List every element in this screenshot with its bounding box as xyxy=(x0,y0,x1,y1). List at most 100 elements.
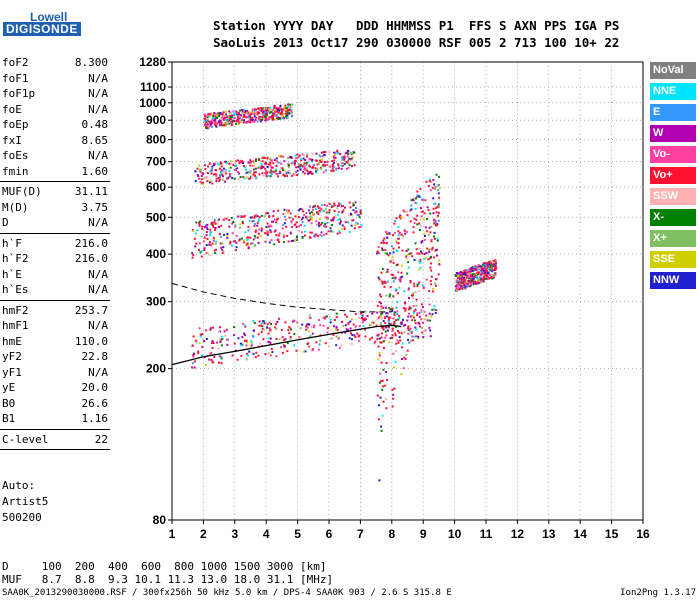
echo-point xyxy=(279,171,282,174)
echo-point xyxy=(254,171,257,174)
echo-point xyxy=(341,161,344,164)
echo-point xyxy=(333,162,336,165)
echo-point xyxy=(206,114,209,117)
echo-point xyxy=(494,273,497,276)
echo-point xyxy=(287,108,290,111)
echo-point xyxy=(222,218,225,221)
echo-point xyxy=(428,312,431,315)
echo-point xyxy=(275,337,278,340)
echo-point xyxy=(392,274,395,277)
echo-point xyxy=(235,246,238,249)
echo-point xyxy=(464,276,467,279)
echo-point xyxy=(353,334,356,337)
echo-point xyxy=(378,301,381,304)
echo-point xyxy=(195,242,198,245)
echo-point xyxy=(431,290,434,293)
echo-point xyxy=(240,109,243,112)
echo-point xyxy=(235,122,238,125)
echo-point xyxy=(377,345,380,348)
echo-point xyxy=(407,328,410,331)
echo-point xyxy=(490,269,493,272)
echo-point xyxy=(420,215,423,218)
echo-point xyxy=(458,288,461,291)
echo-point xyxy=(403,331,406,334)
echo-point xyxy=(220,169,223,172)
echo-point xyxy=(228,219,231,222)
echo-point xyxy=(275,159,278,162)
echo-point xyxy=(380,317,383,320)
echo-point xyxy=(389,252,392,255)
echo-point xyxy=(431,248,434,251)
echo-point xyxy=(382,400,385,403)
echo-point xyxy=(198,342,201,345)
echo-point xyxy=(378,352,381,355)
echo-point xyxy=(225,176,228,179)
legend-item: NNW xyxy=(650,272,696,289)
echo-point xyxy=(380,308,383,311)
echo-point xyxy=(308,236,311,239)
echo-point xyxy=(269,354,272,357)
echo-point xyxy=(388,322,391,325)
echo-point xyxy=(284,108,287,111)
echo-point xyxy=(199,251,202,254)
echo-point xyxy=(273,106,276,109)
echo-point xyxy=(238,238,241,241)
echo-point xyxy=(382,239,385,242)
echo-point xyxy=(398,231,401,234)
echo-point xyxy=(234,161,237,164)
echo-point xyxy=(289,216,292,219)
echo-point xyxy=(218,361,221,364)
echo-point xyxy=(320,161,323,164)
echo-point xyxy=(206,223,209,226)
echo-point xyxy=(395,342,398,345)
echo-point xyxy=(244,231,247,234)
echo-point xyxy=(200,250,203,253)
echo-point xyxy=(428,290,431,293)
echo-point xyxy=(397,271,400,274)
echo-point xyxy=(261,160,264,163)
echo-point xyxy=(423,252,426,255)
echo-point xyxy=(303,234,306,237)
echo-point xyxy=(430,180,433,183)
echo-point xyxy=(315,233,318,236)
echo-point xyxy=(379,341,382,344)
echo-point xyxy=(423,238,426,241)
echo-point xyxy=(308,335,311,338)
echo-point xyxy=(339,344,342,347)
echo-point xyxy=(457,287,460,290)
echo-point xyxy=(294,223,297,226)
echo-point xyxy=(201,225,204,228)
echo-point xyxy=(393,314,396,317)
echo-point xyxy=(385,294,388,297)
echo-point xyxy=(225,124,228,127)
echo-point xyxy=(348,164,351,167)
echo-point xyxy=(384,230,387,233)
echo-point xyxy=(212,361,215,364)
echo-point xyxy=(429,212,432,215)
echo-point xyxy=(472,283,475,286)
echo-point xyxy=(255,116,258,119)
echo-point xyxy=(408,306,411,309)
echo-point xyxy=(213,221,216,224)
echo-point xyxy=(287,240,290,243)
echo-point xyxy=(466,285,469,288)
echo-point xyxy=(416,194,419,197)
echo-point xyxy=(265,326,268,329)
echo-point xyxy=(326,216,329,219)
echo-point xyxy=(274,117,277,120)
echo-point xyxy=(390,273,393,276)
echo-point xyxy=(330,230,333,233)
echo-point xyxy=(290,232,293,235)
echo-point xyxy=(218,174,221,177)
echo-point xyxy=(398,336,401,339)
echo-point xyxy=(216,116,219,119)
echo-point xyxy=(364,328,367,331)
echo-point xyxy=(309,158,312,161)
echo-point xyxy=(312,326,315,329)
echo-point xyxy=(274,170,277,173)
echo-point xyxy=(431,186,434,189)
echo-point xyxy=(218,113,221,116)
echo-point xyxy=(198,327,201,330)
echo-point xyxy=(417,335,420,338)
echo-point xyxy=(235,249,238,252)
